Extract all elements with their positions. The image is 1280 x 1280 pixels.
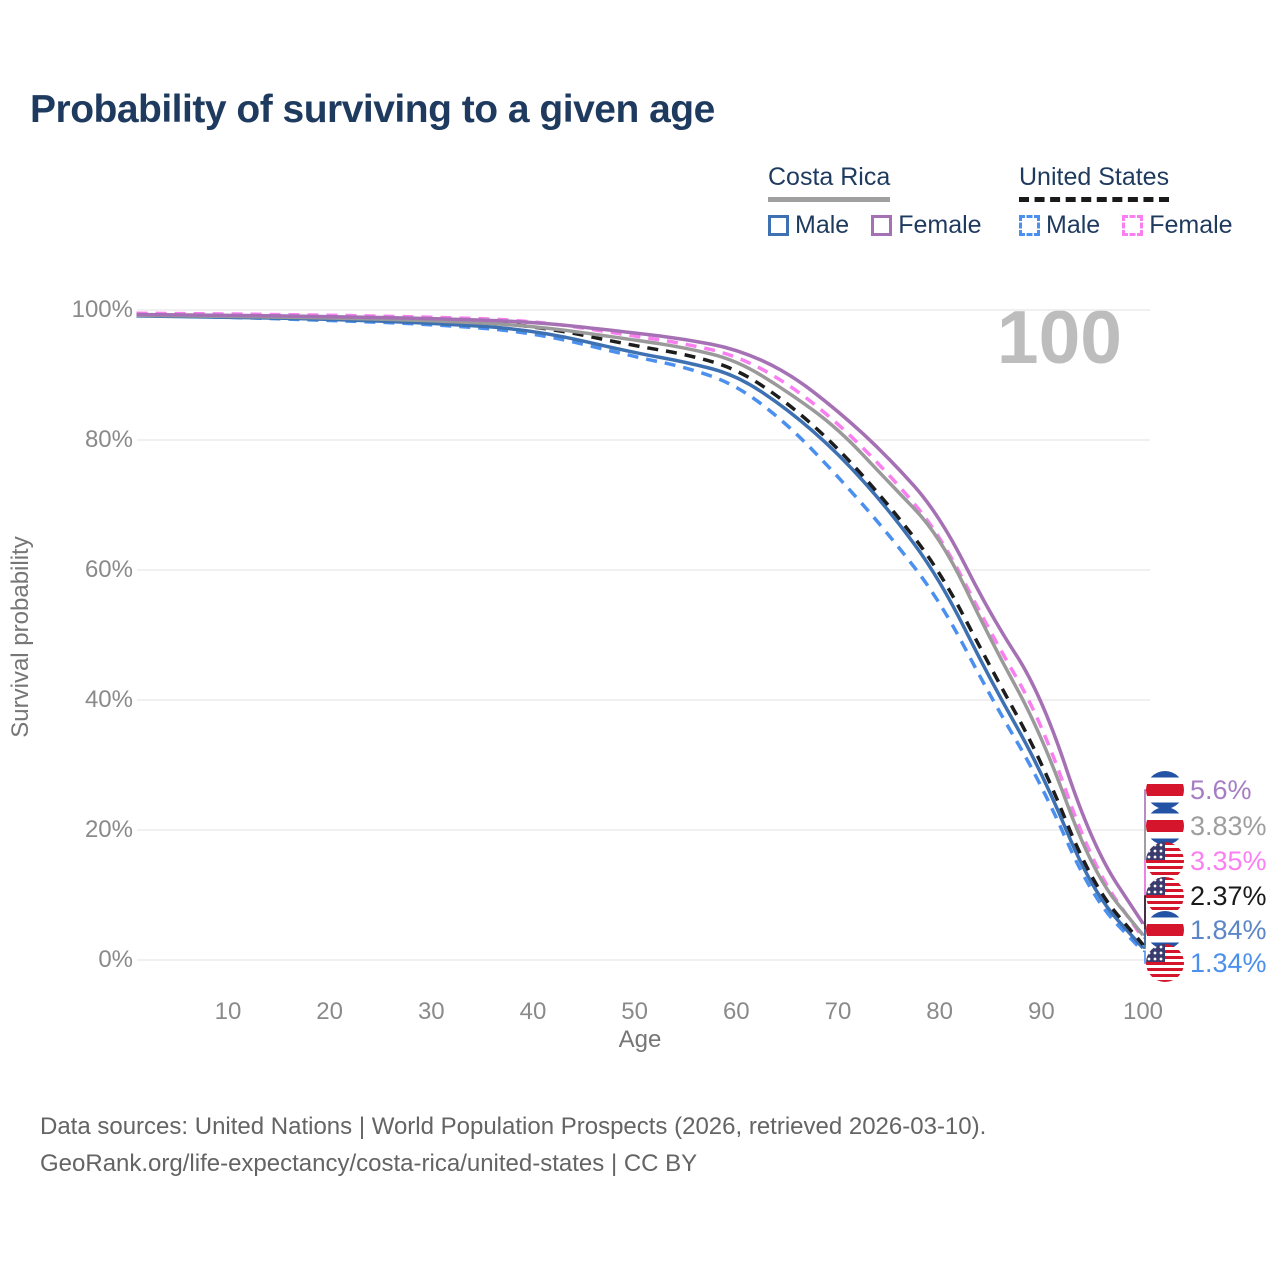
y-tick-label: 0% (98, 946, 133, 973)
legend-swatch-united-states-female[interactable] (1122, 215, 1144, 236)
legend-group-costa-rica: Costa Rica Male Female (768, 163, 1004, 240)
united-states-flag-icon (1146, 842, 1184, 880)
x-tick-label: 10 (214, 998, 242, 1025)
x-axis-title: Age (618, 1026, 662, 1053)
costa-rica-flag-icon (1146, 911, 1184, 949)
footer-attribution: GeoRank.org/life-expectancy/costa-rica/u… (40, 1150, 698, 1177)
hovered-age-readout: 100 (996, 295, 1122, 379)
end-value-label: 3.83% (1190, 810, 1267, 841)
x-tick-label: 40 (519, 998, 547, 1025)
series-line-costa-rica-total[interactable] (136, 313, 1145, 937)
series-line-costa-rica-female[interactable] (136, 312, 1145, 925)
end-value-label: 3.35% (1190, 845, 1267, 876)
x-tick-label: 90 (1027, 998, 1055, 1025)
legend-label-united-states-male[interactable]: Male (1046, 211, 1101, 239)
legend-swatch-united-states-male[interactable] (1019, 215, 1040, 236)
y-axis-title: Survival probability (7, 536, 34, 738)
costa-rica-flag-icon (1146, 807, 1184, 845)
legend-label-costa-rica-female[interactable]: Female (898, 211, 982, 239)
legend-group-united-states: United States Male Female (1019, 163, 1255, 240)
x-tick-label: 80 (926, 998, 954, 1025)
y-tick-label: 40% (84, 686, 133, 713)
series-end-label-costa-rica-male: 1.84% (1146, 911, 1267, 949)
footer: Data sources: United Nations | World Pop… (40, 1108, 986, 1182)
y-tick-label: 80% (84, 426, 133, 453)
legend-label-costa-rica-male[interactable]: Male (795, 211, 850, 239)
end-value-label: 1.84% (1190, 914, 1267, 945)
end-value-label: 2.37% (1190, 880, 1267, 911)
end-value-label: 5.6% (1190, 774, 1252, 805)
series-line-united-states-female[interactable] (136, 311, 1145, 940)
footer-sources: Data sources: United Nations | World Pop… (40, 1113, 987, 1140)
series-end-label-costa-rica-female: 5.6% (1146, 771, 1252, 809)
series-end-label-costa-rica-total: 3.83% (1146, 807, 1267, 845)
x-tick-label: 100 (1122, 998, 1164, 1025)
costa-rica-flag-icon (1146, 771, 1184, 809)
series-line-united-states-male[interactable] (136, 313, 1145, 953)
chart-title: Probability of surviving to a given age (30, 88, 715, 131)
legend-swatch-costa-rica-female[interactable] (871, 215, 893, 236)
series-end-label-united-states-total: 2.37% (1146, 877, 1267, 915)
y-tick-label: 20% (84, 816, 133, 843)
legend-row-costa-rica: Male Female (768, 211, 1004, 240)
legend-swatch-costa-rica-male[interactable] (768, 215, 789, 236)
united-states-flag-icon (1146, 944, 1184, 982)
united-states-flag-icon (1146, 877, 1184, 915)
x-tick-label: 30 (417, 998, 445, 1025)
series-end-label-united-states-male: 1.34% (1146, 944, 1267, 982)
legend-row-united-states: Male Female (1019, 211, 1255, 240)
legend-country-united-states[interactable]: United States (1019, 163, 1170, 202)
x-tick-label: 50 (621, 998, 648, 1025)
x-tick-label: 70 (824, 998, 852, 1025)
series-line-costa-rica-male[interactable] (136, 314, 1145, 950)
end-value-label: 1.34% (1190, 947, 1267, 978)
legend-country-costa-rica[interactable]: Costa Rica (768, 163, 891, 202)
x-tick-label: 20 (316, 998, 343, 1025)
y-tick-label: 100% (71, 296, 133, 323)
y-tick-label: 60% (84, 556, 133, 583)
x-tick-label: 60 (722, 998, 750, 1025)
series-end-label-united-states-female: 3.35% (1146, 842, 1267, 880)
legend-label-united-states-female[interactable]: Female (1149, 211, 1233, 239)
series-line-united-states-total[interactable] (136, 312, 1145, 946)
